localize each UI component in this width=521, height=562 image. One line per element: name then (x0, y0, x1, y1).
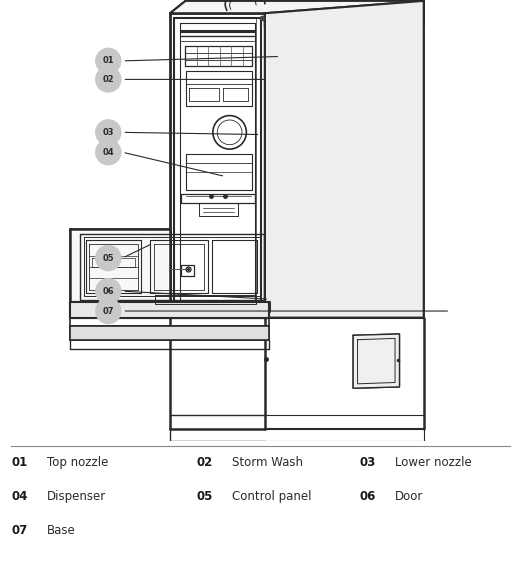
Polygon shape (70, 229, 269, 311)
Text: 03: 03 (359, 456, 376, 469)
Text: 01: 01 (103, 56, 114, 65)
Text: Top nozzle: Top nozzle (47, 456, 108, 469)
Polygon shape (70, 327, 269, 339)
Text: 05: 05 (103, 253, 114, 262)
Text: Door: Door (395, 490, 423, 503)
Text: 02: 02 (103, 75, 114, 84)
Text: 07: 07 (103, 306, 114, 315)
Polygon shape (265, 1, 424, 318)
Polygon shape (170, 1, 424, 26)
Text: 04: 04 (103, 148, 114, 157)
Text: Base: Base (47, 524, 76, 537)
Text: 06: 06 (103, 287, 114, 296)
Text: Lower nozzle: Lower nozzle (395, 456, 472, 469)
Polygon shape (353, 334, 400, 388)
Circle shape (95, 66, 121, 93)
Circle shape (95, 119, 121, 146)
Circle shape (95, 278, 121, 305)
Polygon shape (70, 302, 269, 318)
Circle shape (95, 298, 121, 324)
Text: 07: 07 (11, 524, 28, 537)
Text: 01: 01 (11, 456, 28, 469)
Circle shape (95, 245, 121, 271)
Text: 06: 06 (359, 490, 376, 503)
Circle shape (95, 48, 121, 74)
Text: 04: 04 (11, 490, 28, 503)
Text: Storm Wash: Storm Wash (232, 456, 303, 469)
Circle shape (95, 139, 121, 165)
Text: Dispenser: Dispenser (47, 490, 106, 503)
Text: 02: 02 (197, 456, 213, 469)
Text: 03: 03 (103, 128, 114, 137)
Text: 05: 05 (197, 490, 213, 503)
Text: Control panel: Control panel (232, 490, 312, 503)
